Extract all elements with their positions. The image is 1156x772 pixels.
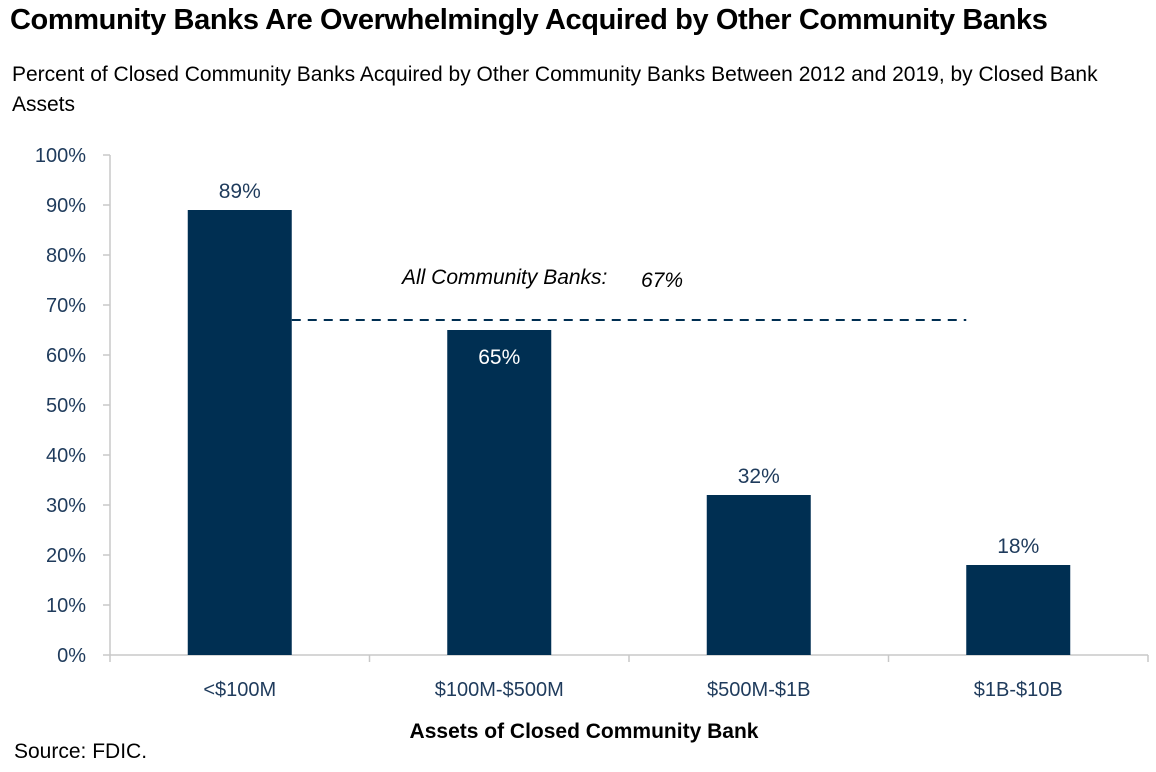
y-axis: 0% 10% 20% 30% 40% 50% 60% 70% 80% 90% 100% [35,145,111,667]
bar-value-label: 32% [738,465,780,488]
bar-value-label: 65% [478,346,520,369]
reference-line-label: All Community Banks: [400,266,607,289]
chart-subtitle: Percent of Closed Community Banks Acquir… [12,63,1098,116]
y-tick-label: 80% [46,245,86,267]
y-tick-label: 40% [46,445,86,467]
x-tick-label: <$100M [203,679,276,701]
x-tick-label: $500M-$1B [707,679,810,701]
x-axis-title: Assets of Closed Community Bank [410,720,759,743]
chart-title: Community Banks Are Overwhelmingly Acqui… [10,4,1048,36]
bar-value-label: 18% [997,535,1039,558]
y-tick-label: 0% [57,645,86,667]
bar [706,495,811,655]
y-tick-label: 50% [46,395,86,417]
bar [966,565,1071,655]
y-tick-label: 100% [35,145,86,167]
x-tick-label: $1B-$10B [974,679,1063,701]
y-tick-label: 30% [46,495,86,517]
y-tick-label: 90% [46,195,86,217]
y-tick-label: 70% [46,295,86,317]
y-tick-label: 60% [46,345,86,367]
bars [187,210,1071,655]
bar-value-label: 89% [219,180,261,203]
y-tick-label: 10% [46,595,86,617]
reference-line-value: 67% [641,269,683,292]
bar [187,210,292,655]
x-tick-label: $100M-$500M [435,679,564,701]
bar [447,330,552,655]
x-axis: <$100M $100M-$500M $500M-$1B $1B-$10B [109,654,1149,701]
bar-value-labels: 89% 65% 32% 18% [219,180,1040,558]
reference-line-group: All Community Banks: 67% [291,266,967,321]
y-tick-label: 20% [46,545,86,567]
source-note: Source: FDIC. [14,740,148,763]
